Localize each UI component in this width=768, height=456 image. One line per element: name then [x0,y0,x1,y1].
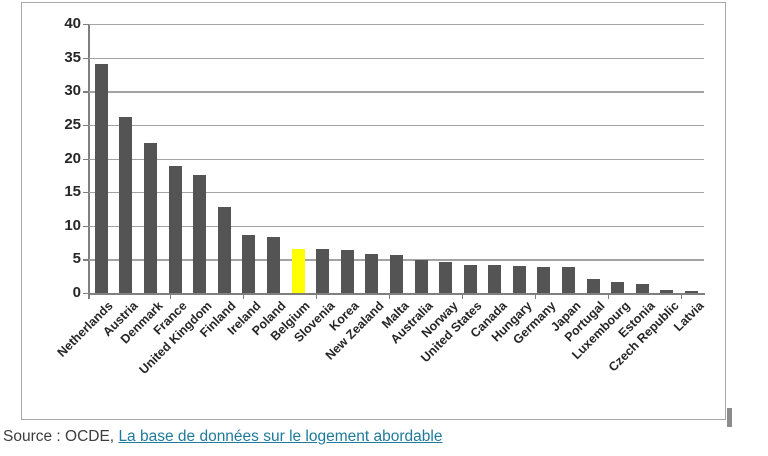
bar-slot [89,24,114,293]
x-tick-mark [608,294,610,299]
bar-slot [433,24,458,293]
bar-slot [581,24,606,293]
bar-slot [679,24,704,293]
gridline [89,158,704,160]
bar-slot [163,24,188,293]
bar-slot [138,24,163,293]
bar-slot [310,24,335,293]
chart-bar-canada [488,265,502,293]
source-text: Source : OCDE, La base de données sur le… [3,428,442,446]
chart-bar-slovenia [316,249,330,293]
y-tick-label: 5 [72,250,81,268]
chart-bar-denmark [143,143,157,293]
chart-bar-australia [414,260,428,293]
y-tick-label: 40 [64,15,81,32]
chart-bar-portugal [586,278,600,293]
bar-slot [335,24,360,293]
bar-slot [532,24,557,293]
bar-slot [458,24,483,293]
y-tick-mark [83,24,89,26]
bar-slot [655,24,680,293]
chart-bar-malta [389,255,403,293]
gridline [89,225,704,228]
bar-slot [630,24,655,293]
y-tick-mark [83,192,89,194]
x-tick-mark [681,294,683,299]
x-tick-mark [535,294,537,299]
chart-bar-finland [217,206,231,293]
y-tick-mark [83,91,89,93]
gridline [89,57,704,59]
y-tick-label: 0 [72,284,81,301]
y-tick-label: 20 [64,149,81,167]
chart-bar-germany [537,266,551,293]
bar-slot [507,24,532,293]
x-tick-mark [170,294,172,299]
y-tick-label: 15 [64,183,81,201]
scrollbar-thumb-fragment[interactable] [727,408,732,427]
bar-slot [605,24,630,293]
chart-frame: 0 5 10 15 20 25 30 35 40 Netherlands Austria Denma… [21,2,726,420]
bar-slot [384,24,409,293]
chart-bar-estonia [635,283,649,293]
bar-slot [556,24,581,293]
y-tick-mark [83,124,89,127]
chart-bar-norway [439,262,453,293]
chart-bar-united-states [463,264,477,293]
y-tick-mark [83,225,89,228]
chart-bar-hungary [512,266,526,293]
chart-bar-belgium [291,248,305,293]
gridline [89,24,704,26]
y-tick-label: 35 [64,48,81,66]
bar-slot [286,24,311,293]
chart-bar-austria [119,116,133,293]
y-tick-label: 10 [64,216,81,234]
chart-bar-france [168,165,182,293]
bar-slot [261,24,286,293]
bar-slot [360,24,385,293]
x-tick-mark [316,294,318,299]
x-tick-mark [462,294,464,299]
y-axis-line [88,24,90,299]
y-tick-label: 30 [64,82,81,100]
plot-area [89,24,704,293]
source-link[interactable]: La base de données sur le logement abord… [118,428,443,445]
chart-bar-new-zealand [365,254,379,293]
chart-bar-czech-republic [660,289,674,293]
chart-bar-luxembourg [611,282,625,293]
bar-series [89,24,704,293]
bar-slot [409,24,434,293]
y-tick-mark [83,158,89,160]
chart-bar-japan [562,267,576,293]
source-prefix: Source : OCDE, [3,428,119,445]
chart-bar-united-kingdom [193,174,207,293]
x-tick-mark [243,294,245,299]
gridline [89,124,704,127]
bar-slot [237,24,262,293]
gridline [89,91,704,93]
chart-bar-ireland [242,235,256,293]
bar-slot [483,24,508,293]
x-tick-mark [389,294,391,299]
y-tick-mark [83,259,89,261]
y-tick-label: 25 [64,115,81,133]
chart-bar-korea [340,249,354,293]
bar-slot [187,24,212,293]
chart-bar-latvia [685,290,699,293]
chart-bar-netherlands [94,63,108,293]
x-axis-line [88,293,705,295]
chart-bar-poland [266,236,280,293]
gridline [89,192,704,194]
y-tick-mark [83,293,89,295]
y-tick-mark [83,57,89,59]
bar-slot [212,24,237,293]
bar-slot [114,24,139,293]
